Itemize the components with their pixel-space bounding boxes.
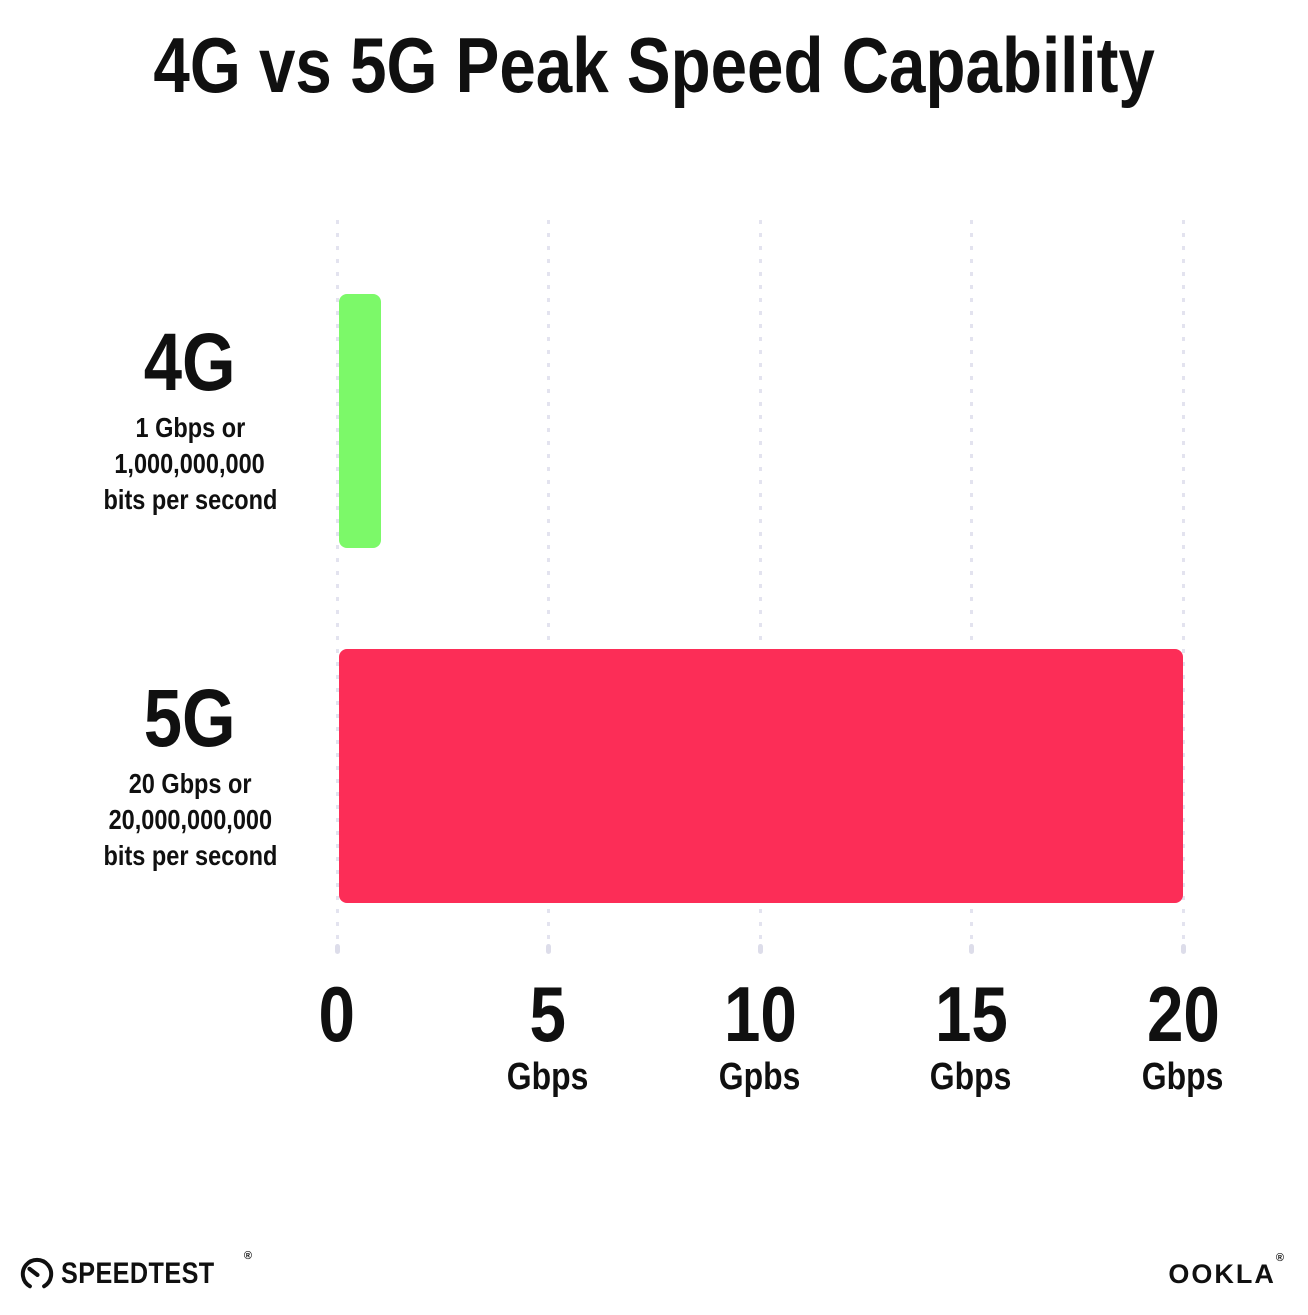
ookla-registered-mark: ®	[1275, 1251, 1286, 1264]
speedtest-gauge-icon	[20, 1257, 54, 1289]
row-label-4g-subtitle: 1 Gbps or 1,000,000,000 bits per second	[40, 410, 340, 518]
row-label-5g-subtitle-line1: 20 Gbps or	[128, 768, 252, 799]
gridline-10	[757, 220, 763, 954]
row-label-4g: 4G 1 Gbps or 1,000,000,000 bits per seco…	[40, 320, 340, 518]
x-tick-5-unit: Gbps	[507, 1056, 589, 1098]
x-tick-20-value: 20	[1146, 970, 1220, 1058]
gridline-0	[334, 220, 340, 954]
row-label-4g-subtitle-line3: bits per second	[103, 484, 277, 515]
row-label-5g: 5G 20 Gbps or 20,000,000,000 bits per se…	[40, 676, 340, 874]
row-label-5g-subtitle-line2: 20,000,000,000	[108, 804, 272, 835]
row-label-4g-title: 4G	[40, 320, 340, 406]
row-label-4g-title-text: 4G	[144, 317, 236, 408]
ookla-logo: OOKLA®	[1168, 1252, 1286, 1290]
gridline-20	[1180, 220, 1186, 954]
bar-4g	[339, 294, 382, 548]
x-tick-15-unit: Gbps	[930, 1056, 1012, 1098]
ookla-wordmark: OOKLA	[1168, 1258, 1276, 1289]
row-label-5g-title-text: 5G	[144, 673, 236, 764]
x-tick-10: 10 Gpbs	[675, 974, 845, 1097]
row-label-4g-subtitle-line2: 1,000,000,000	[114, 448, 266, 479]
speedtest-wordmark: SPEEDTEST®	[61, 1250, 253, 1291]
footer: SPEEDTEST® OOKLA®	[20, 1250, 1286, 1291]
row-label-4g-subtitle-line1: 1 Gbps or	[135, 412, 245, 443]
x-tick-20-unit: Gbps	[1142, 1056, 1224, 1098]
speedtest-logo: SPEEDTEST®	[20, 1250, 253, 1291]
x-tick-0: 0	[252, 974, 422, 1097]
chart-title: 4G vs 5G Peak Speed Capability	[0, 22, 1308, 108]
bar-5g	[339, 649, 1183, 903]
gridline-15	[969, 220, 974, 954]
x-tick-0-unit	[252, 1057, 422, 1097]
gridline-5	[546, 220, 551, 954]
row-label-5g-subtitle-line3: bits per second	[103, 840, 277, 871]
x-tick-5-value: 5	[529, 970, 567, 1058]
plot-area	[334, 220, 1186, 960]
x-tick-10-unit: Gpbs	[719, 1056, 801, 1098]
x-tick-15: 15 Gbps	[886, 974, 1056, 1097]
x-tick-0-value: 0	[318, 970, 356, 1058]
x-tick-20: 20 Gbps	[1098, 974, 1268, 1097]
x-tick-5: 5 Gbps	[463, 974, 633, 1097]
chart-title-text: 4G vs 5G Peak Speed Capability	[153, 21, 1155, 109]
row-label-5g-title: 5G	[40, 676, 340, 762]
x-tick-15-value: 15	[934, 970, 1008, 1058]
row-label-5g-subtitle: 20 Gbps or 20,000,000,000 bits per secon…	[40, 766, 340, 874]
x-tick-10-value: 10	[723, 970, 797, 1058]
speedtest-registered-mark: ®	[243, 1250, 253, 1262]
